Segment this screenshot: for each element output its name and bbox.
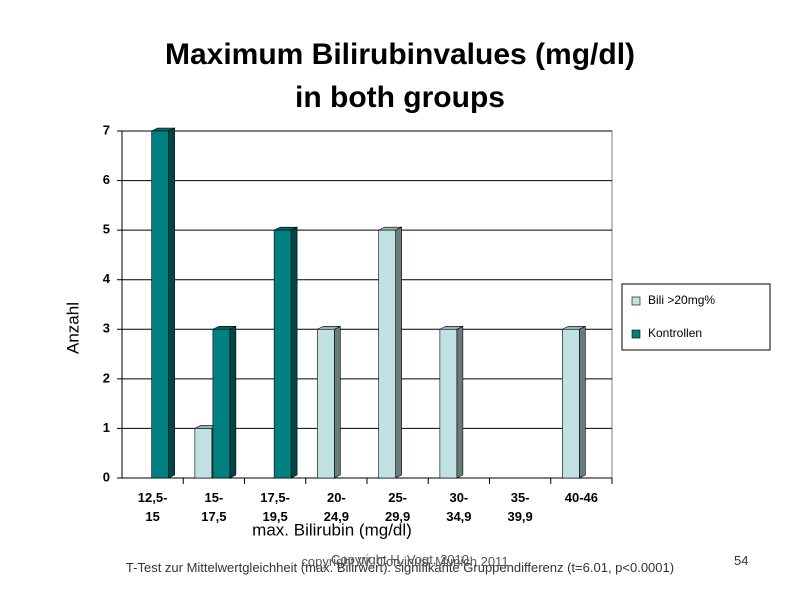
y-tick-label: 1 (103, 420, 110, 435)
x-tick-label: 35-39,9 (507, 490, 533, 524)
legend-box (621, 283, 771, 351)
legend-label: Kontrollen (648, 326, 702, 340)
bar (562, 325, 586, 479)
copyright: copyright W. Corvinus, Munich 2011 (301, 554, 509, 569)
y-tick-label: 7 (103, 122, 110, 137)
legend-swatch (631, 296, 641, 306)
x-tick-label: 17,5-19,5 (260, 490, 290, 524)
plot-back (121, 130, 613, 479)
legend-swatch (631, 329, 641, 339)
legend-label: Bili >20mg% (648, 293, 715, 307)
x-tick-label: 30-34,9 (446, 490, 472, 524)
chart-title: in both groups (295, 81, 505, 114)
y-tick-label: 2 (103, 370, 110, 385)
x-tick-label: 15-17,5 (201, 490, 227, 524)
y-axis-title: Anzahl (63, 302, 82, 354)
chart-title: Maximum Bilirubinvalues (mg/dl) (165, 38, 635, 71)
x-axis-title: max. Bilirubin (mg/dl) (252, 520, 412, 539)
bar (378, 226, 402, 479)
bar (439, 325, 464, 479)
x-tick-label: 25-29,9 (384, 490, 411, 524)
bar (273, 226, 298, 479)
bar (317, 325, 341, 479)
bar (212, 325, 237, 479)
y-tick-label: 4 (103, 271, 111, 286)
footer-note: T-Test zur Mittelwertgleichheit (max. Bi… (125, 560, 675, 575)
bar (151, 127, 175, 479)
y-tick-label: 3 (103, 321, 110, 336)
y-tick-label: 6 (103, 172, 110, 187)
x-tick-label: 40-46 (564, 490, 598, 505)
x-tick-label: 20-24,9 (323, 490, 350, 524)
y-tick-label: 5 (103, 222, 110, 237)
x-tick-label: 12,5-15 (137, 490, 168, 524)
y-tick-label: 0 (103, 469, 110, 484)
copyright: Copyright H. Vogt, 2010 (330, 552, 470, 567)
page-number: 54 (734, 553, 749, 568)
